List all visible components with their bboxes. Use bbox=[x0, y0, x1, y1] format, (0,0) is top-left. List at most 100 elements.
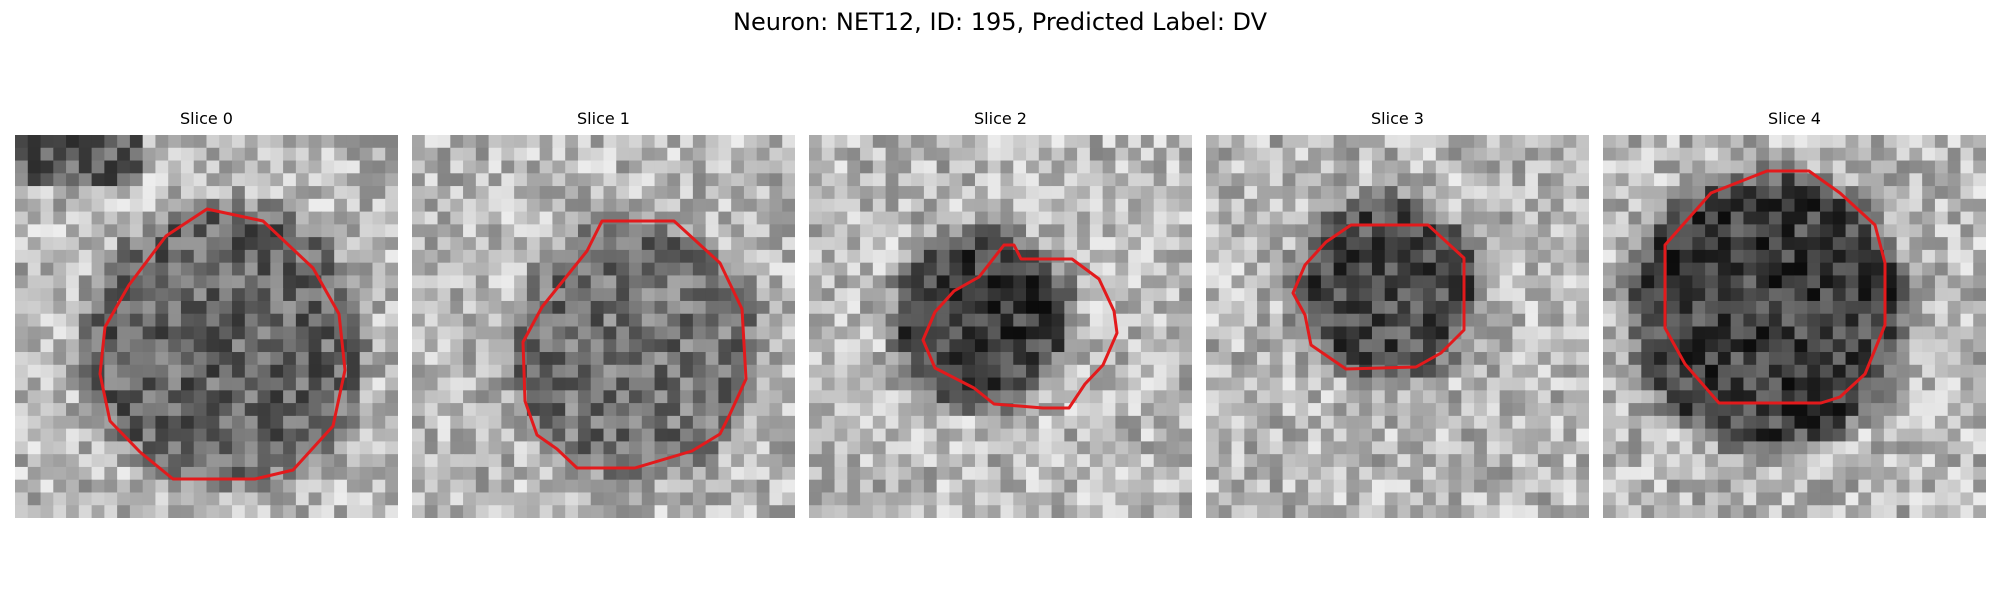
image-pixel bbox=[1820, 492, 1834, 506]
image-pixel bbox=[1743, 326, 1757, 340]
image-pixel bbox=[346, 173, 361, 187]
image-pixel bbox=[603, 377, 617, 391]
image-pixel bbox=[1000, 339, 1014, 353]
image-pixel bbox=[1026, 415, 1040, 430]
image-pixel bbox=[385, 211, 398, 225]
image-pixel bbox=[1525, 479, 1539, 494]
image-pixel bbox=[847, 198, 861, 213]
image-pixel bbox=[412, 288, 426, 302]
image-pixel bbox=[1628, 415, 1642, 430]
image-pixel bbox=[1756, 211, 1770, 225]
image-pixel bbox=[1832, 160, 1847, 174]
image-pixel bbox=[1756, 198, 1770, 213]
image-pixel bbox=[1654, 339, 1668, 353]
image-pixel bbox=[168, 300, 182, 315]
image-pixel bbox=[1537, 224, 1552, 238]
image-pixel bbox=[232, 326, 246, 340]
image-pixel bbox=[1166, 237, 1180, 251]
image-pixel bbox=[1282, 147, 1296, 162]
image-pixel bbox=[359, 313, 374, 328]
image-pixel bbox=[1563, 135, 1577, 149]
neuron-contour bbox=[98, 207, 347, 481]
image-pixel bbox=[385, 492, 398, 506]
image-pixel bbox=[987, 211, 1002, 225]
image-pixel bbox=[1666, 441, 1681, 455]
image-pixel bbox=[898, 262, 912, 277]
image-pixel bbox=[1832, 198, 1847, 213]
image-pixel bbox=[1692, 390, 1706, 404]
image-pixel bbox=[1026, 339, 1040, 353]
image-pixel bbox=[1179, 339, 1192, 353]
image-pixel bbox=[1384, 492, 1399, 506]
image-pixel bbox=[437, 135, 451, 149]
image-pixel bbox=[692, 249, 707, 264]
image-pixel bbox=[1499, 288, 1513, 302]
image-pixel bbox=[117, 147, 131, 162]
image-pixel bbox=[1807, 249, 1821, 264]
image-pixel bbox=[193, 262, 208, 277]
image-pixel bbox=[1743, 377, 1757, 391]
image-pixel bbox=[142, 147, 157, 162]
image-pixel bbox=[1206, 505, 1220, 518]
image-pixel bbox=[424, 186, 439, 200]
image-pixel bbox=[1140, 339, 1155, 353]
image-pixel bbox=[321, 313, 335, 328]
image-pixel bbox=[1550, 492, 1565, 506]
image-pixel bbox=[1871, 275, 1885, 289]
image-pixel bbox=[232, 147, 246, 162]
image-pixel bbox=[1486, 160, 1501, 174]
image-pixel bbox=[385, 339, 398, 353]
image-pixel bbox=[1820, 135, 1834, 149]
image-pixel bbox=[450, 262, 464, 277]
image-pixel bbox=[1320, 211, 1335, 225]
image-pixel bbox=[412, 479, 426, 494]
image-pixel bbox=[1013, 135, 1027, 149]
image-pixel bbox=[1423, 326, 1437, 340]
image-pixel bbox=[692, 288, 707, 302]
image-pixel bbox=[1308, 300, 1322, 315]
image-pixel bbox=[911, 390, 925, 404]
image-pixel bbox=[936, 173, 951, 187]
image-pixel bbox=[1486, 415, 1501, 430]
image-pixel bbox=[860, 390, 874, 404]
image-pixel bbox=[359, 275, 374, 289]
image-pixel bbox=[206, 339, 220, 353]
image-pixel bbox=[1794, 313, 1808, 328]
image-pixel bbox=[692, 224, 707, 238]
image-pixel bbox=[1397, 160, 1411, 174]
image-pixel bbox=[1089, 211, 1104, 225]
image-pixel bbox=[257, 339, 271, 353]
image-pixel bbox=[923, 479, 938, 494]
image-pixel bbox=[552, 198, 566, 213]
image-pixel bbox=[1423, 466, 1437, 481]
image-pixel bbox=[1576, 249, 1589, 264]
image-pixel bbox=[1153, 224, 1168, 238]
image-pixel bbox=[603, 492, 617, 506]
image-pixel bbox=[1666, 390, 1681, 404]
image-pixel bbox=[1756, 377, 1770, 391]
image-pixel bbox=[616, 249, 630, 264]
image-pixel bbox=[1218, 441, 1233, 455]
image-pixel bbox=[603, 454, 617, 468]
image-pixel bbox=[680, 237, 694, 251]
image-pixel bbox=[872, 224, 887, 238]
image-pixel bbox=[1550, 211, 1565, 225]
image-pixel bbox=[1384, 300, 1399, 315]
image-pixel bbox=[911, 466, 925, 481]
image-pixel bbox=[1423, 428, 1437, 442]
image-pixel bbox=[641, 326, 656, 340]
image-pixel bbox=[180, 428, 195, 442]
image-pixel bbox=[1563, 441, 1577, 455]
image-pixel bbox=[15, 198, 29, 213]
image-pixel bbox=[1730, 352, 1745, 366]
image-pixel bbox=[66, 326, 80, 340]
image-pixel bbox=[1128, 364, 1142, 379]
image-pixel bbox=[475, 224, 490, 238]
image-pixel bbox=[1026, 275, 1040, 289]
image-pixel bbox=[1576, 313, 1589, 328]
image-pixel bbox=[885, 352, 899, 366]
image-pixel bbox=[809, 466, 823, 481]
image-pixel bbox=[1295, 147, 1309, 162]
image-pixel bbox=[577, 377, 592, 391]
image-pixel bbox=[539, 390, 554, 404]
